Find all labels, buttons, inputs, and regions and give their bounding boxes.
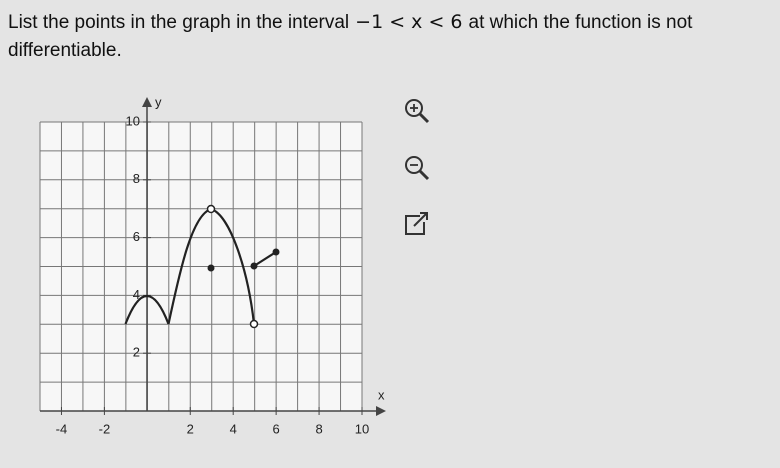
y-arrow <box>142 97 152 107</box>
closed-point <box>272 248 280 256</box>
x-tick-label: -4 <box>56 421 68 436</box>
open-point <box>206 204 216 214</box>
y-axis-label: y <box>155 94 162 109</box>
x-tick-label: 8 <box>315 421 322 436</box>
x-tick-label: 10 <box>355 421 369 436</box>
question: List the points in the graph in the inte… <box>8 8 773 65</box>
zoom-out-button[interactable] <box>405 156 430 181</box>
y-tick-label: 8 <box>133 171 140 186</box>
segment <box>253 251 277 267</box>
curve <box>124 294 170 325</box>
x-tick-label: 4 <box>230 421 237 436</box>
question-text: List the points in the graph in the inte… <box>8 12 350 33</box>
open-graph-button[interactable] <box>405 212 428 235</box>
grid <box>39 121 363 412</box>
x-arrow <box>376 406 386 416</box>
question-text: at which the function is not differentia… <box>8 12 693 61</box>
closed-point <box>207 264 215 272</box>
y-tick-label: 2 <box>133 345 140 360</box>
x-tick-label: 6 <box>273 421 280 436</box>
open-point <box>249 319 259 329</box>
x-tick-label: 2 <box>187 421 194 436</box>
y-tick-label: 6 <box>133 229 140 244</box>
zoom-in-button[interactable] <box>405 99 430 124</box>
closed-point <box>250 262 258 270</box>
y-tick-label: 4 <box>133 287 140 302</box>
interval: −1 < x < 6 <box>355 11 463 33</box>
x-axis-label: x <box>378 387 385 402</box>
tick-labels: -4 -2 2 4 6 8 10 2 4 6 8 10 <box>56 113 370 436</box>
x-tick-label: -2 <box>99 421 111 436</box>
y-tick-label: 10 <box>126 113 140 128</box>
